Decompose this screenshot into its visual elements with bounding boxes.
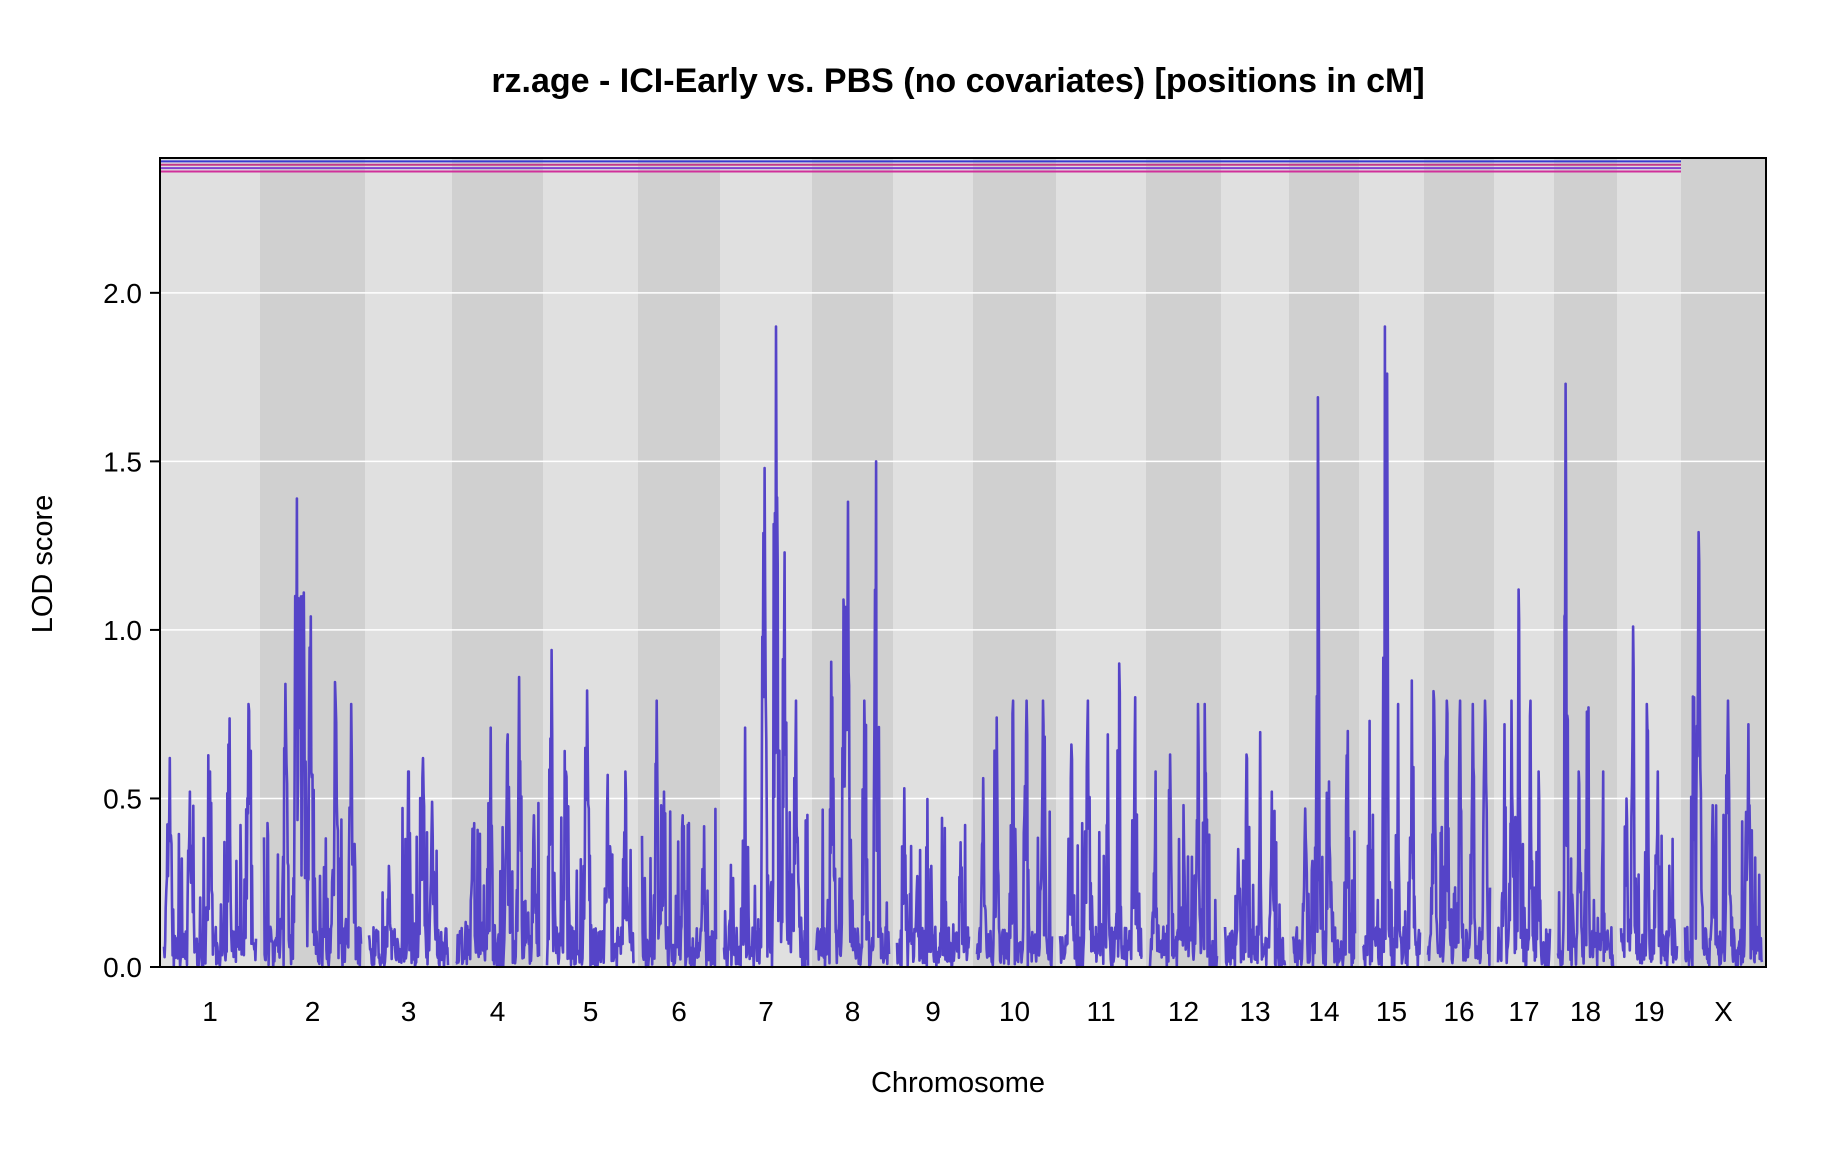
x-tick-label-chr-13: 13 (1239, 996, 1270, 1027)
lod-series-chr-4 (455, 675, 541, 969)
y-axis: 0.0 0.5 1.0 1.5 2.0 (103, 278, 160, 983)
chromosome-bands (160, 158, 1766, 967)
lod-series-chr-13 (1223, 730, 1287, 968)
lod-series-chr-1 (162, 702, 258, 969)
lod-series-chr-18 (1556, 382, 1615, 967)
lod-series-chr-11 (1058, 662, 1143, 969)
y-gridlines (160, 292, 1766, 800)
x-tick-label-chr-x: X (1714, 996, 1733, 1027)
lod-series-chr-16 (1426, 689, 1492, 967)
x-tick-label-chr-2: 2 (305, 996, 321, 1027)
lod-curve (162, 325, 1764, 969)
lod-series-chr-2 (262, 497, 363, 969)
lod-series-chr-x (1683, 530, 1764, 968)
x-tick-label-chr-1: 1 (202, 996, 218, 1027)
x-tick-label-chr-7: 7 (758, 996, 774, 1027)
lod-series-chr-9 (895, 787, 971, 968)
lod-series-chr-6 (640, 699, 718, 969)
chart-title: rz.age - ICI-Early vs. PBS (no covariate… (491, 62, 1424, 100)
significance-threshold-lines (160, 160, 1681, 173)
lod-series-chr-15 (1362, 325, 1422, 968)
x-tick-label-chr-6: 6 (671, 996, 687, 1027)
x-tick-label-chr-11: 11 (1086, 996, 1115, 1027)
x-tick-label-chr-5: 5 (583, 996, 599, 1027)
lod-series-chr-8 (814, 460, 891, 969)
x-tick-label-chr-9: 9 (925, 996, 941, 1027)
x-tick-label-chr-12: 12 (1168, 996, 1199, 1027)
x-tick-label-chr-15: 15 (1376, 996, 1407, 1027)
y-tick-label-1: 0.5 (103, 783, 142, 814)
x-tick-label-chr-8: 8 (845, 996, 861, 1027)
lod-series-chr-12 (1148, 702, 1219, 968)
y-tick-label-0: 0.0 (103, 952, 142, 983)
x-tick-label-chr-19: 19 (1633, 996, 1664, 1027)
x-axis-title: Chromosome (871, 1067, 1045, 1099)
y-tick-label-2: 1.0 (103, 615, 142, 646)
lod-series-chr-14 (1291, 396, 1357, 968)
plot-frame (159, 157, 1767, 968)
x-tick-label-chr-14: 14 (1308, 996, 1339, 1027)
x-axis: 1 2 3 4 5 6 7 8 9 10 11 12 13 14 15 16 17 18 19 X (202, 996, 1733, 1027)
x-tick-label-chr-16: 16 (1443, 996, 1474, 1027)
y-tick-label-4: 2.0 (103, 278, 142, 309)
y-axis-title: LOD score (27, 495, 59, 634)
chromosome-band-13 (1221, 158, 1289, 967)
lod-series-chr-5 (545, 648, 636, 968)
lod-series-chr-3 (367, 756, 450, 969)
lod-series-chr-7 (722, 325, 810, 969)
x-tick-label-chr-17: 17 (1508, 996, 1539, 1027)
lod-series-chr-17 (1496, 588, 1552, 968)
x-tick-label-chr-4: 4 (490, 996, 506, 1027)
lod-series-chr-19 (1619, 625, 1679, 968)
chromosome-band-8 (812, 158, 893, 967)
x-tick-label-chr-3: 3 (401, 996, 417, 1027)
y-tick-label-3: 1.5 (103, 446, 142, 477)
x-tick-label-chr-10: 10 (999, 996, 1030, 1027)
chromosome-band-4 (452, 158, 543, 967)
x-tick-label-chr-18: 18 (1570, 996, 1601, 1027)
lod-series-chr-10 (975, 699, 1054, 968)
